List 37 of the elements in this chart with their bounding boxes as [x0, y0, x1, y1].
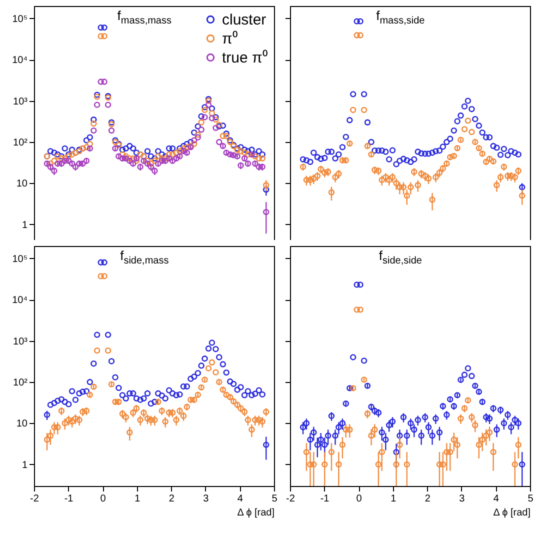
- chart-title: f$_{mass,side}$: [376, 8, 425, 27]
- x-axis-title: Δ ϕ [rad]: [237, 508, 275, 518]
- x-tick-label: 2: [168, 494, 175, 504]
- x-tick-label: 2: [424, 494, 431, 504]
- chart-title: f$_{mass,mass}$: [117, 8, 172, 27]
- x-tick-label: -1: [64, 494, 74, 504]
- x-tick-label: -1: [320, 494, 330, 504]
- y-tick-label: 10: [16, 178, 28, 190]
- legend-label: cluster: [222, 12, 266, 28]
- y-tick-label: 10⁵: [12, 14, 28, 25]
- x-tick-label: 5: [528, 494, 534, 504]
- y-tick-label: 10²: [13, 138, 28, 149]
- legend-label: true π⁰: [222, 50, 268, 66]
- x-tick-label: -2: [286, 494, 296, 504]
- x-tick-label: 3: [459, 494, 466, 504]
- y-tick-label: 10³: [13, 96, 28, 108]
- legend-label: π⁰: [222, 30, 238, 48]
- x-tick-label: 4: [237, 494, 244, 504]
- x-tick-label: -2: [30, 494, 40, 504]
- x-tick-label: 0: [356, 494, 362, 504]
- x-tick-label: 4: [493, 494, 500, 504]
- chart-title: f$_{side,mass}$: [120, 248, 169, 267]
- x-tick-label: 5: [272, 494, 278, 504]
- x-axis-title: Δ ϕ [rad]: [493, 508, 531, 518]
- y-tick-label: 10⁵: [12, 254, 28, 265]
- y-tick-label: 10³: [13, 336, 28, 348]
- chart-title: f$_{side,side}$: [378, 248, 422, 267]
- y-tick-label: 10²: [13, 378, 28, 389]
- x-tick-label: 0: [100, 494, 106, 504]
- y-tick-label: 10⁴: [12, 55, 28, 66]
- x-tick-label: 1: [390, 494, 397, 504]
- x-tick-label: 3: [203, 494, 210, 504]
- y-tick-label: 10⁴: [12, 295, 28, 306]
- y-tick-label: 1: [22, 460, 28, 471]
- y-tick-label: 10: [16, 418, 28, 430]
- x-tick-label: 1: [134, 494, 141, 504]
- y-tick-label: 1: [22, 220, 28, 231]
